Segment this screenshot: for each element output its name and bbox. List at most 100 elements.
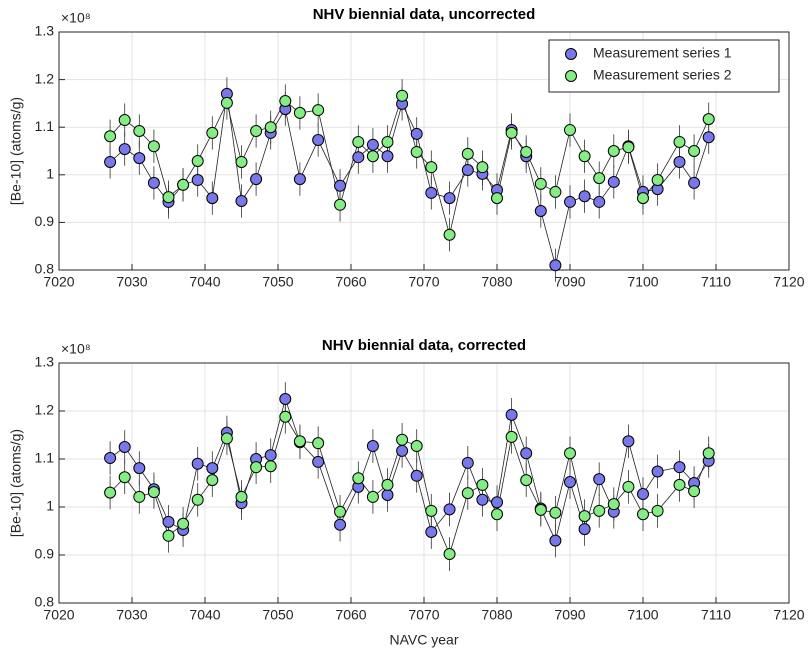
marker [702,447,715,460]
marker [578,523,591,536]
subplot: 7020 7030 7040 7050 7060 7070 7080 7090 7100 7110… [8,337,805,648]
marker [334,518,347,531]
marker [220,432,233,445]
marker [622,141,635,154]
y-axis-label: [Be-10] (atoms/g) [8,429,24,537]
marker [578,150,591,163]
marker [312,104,325,117]
y-axis-label: [Be-10] (atoms/g) [8,97,24,205]
marker [607,498,620,511]
marker [564,447,576,460]
marker [593,473,606,486]
marker [191,154,204,167]
marker [505,126,518,139]
marker [312,134,325,147]
y-tick-label: 1 [46,498,54,514]
marker [279,393,292,405]
x-tick-label: 7100 [627,274,658,290]
marker [443,503,456,516]
marker [622,480,635,493]
marker [593,195,606,208]
marker [191,174,204,187]
marker [381,489,394,501]
y-tick-label: 1 [46,166,54,182]
marker [673,478,686,491]
marker [264,460,277,473]
marker [381,478,394,491]
series-line [109,93,710,266]
marker [702,131,715,144]
marker [206,474,219,487]
marker [637,508,649,521]
marker [264,121,277,134]
marker [425,504,438,517]
marker [381,150,394,163]
marker [396,433,409,446]
x-tick-label: 7070 [408,274,439,290]
marker [564,476,576,489]
marker [352,472,365,485]
subplot: 7020 7030 7040 7050 7060 7070 7080 7090 7100 7110… [8,6,805,290]
marker [461,487,474,500]
marker [425,186,438,199]
marker [607,145,620,157]
y-tick-label: 1.1 [35,450,55,466]
marker [593,172,606,185]
x-tick-label: 7040 [189,274,220,290]
x-tick-label: 7020 [43,607,74,623]
marker [461,147,474,160]
marker [206,126,219,139]
marker [505,408,518,421]
y-tick-label: 1.3 [35,354,55,370]
marker [118,143,131,156]
marker [443,228,456,241]
marker [410,440,423,453]
legend-marker [565,70,577,82]
marker [476,478,489,491]
marker [425,525,438,538]
marker [118,441,131,453]
marker [279,410,292,423]
marker [476,161,489,174]
marker [491,496,503,509]
x-tick-label: 7030 [116,607,147,623]
marker [366,490,379,503]
marker [476,493,489,506]
marker [177,517,190,530]
series-line [109,94,710,235]
marker [133,125,146,138]
legend-marker [565,48,577,60]
marker [491,192,503,205]
marker [162,529,175,542]
x-tick-label: 7020 [43,274,74,290]
x-tick-label: 7100 [627,607,658,623]
marker [250,461,263,474]
marker [688,176,701,189]
marker [133,462,146,475]
x-tick-label: 7090 [554,274,585,290]
marker [410,127,423,140]
legend-label: Measurement series 1 [593,45,732,61]
marker [147,140,160,153]
x-tick-label: 7050 [262,607,293,623]
marker [206,192,219,205]
y-tick-label: 1.2 [35,70,55,86]
y-tick-label: 0.8 [35,594,55,610]
marker [191,493,204,506]
marker [352,135,365,148]
marker [162,191,175,204]
marker [578,510,591,523]
marker [334,198,347,211]
marker [549,534,562,547]
marker [520,447,533,460]
marker [651,504,664,517]
marker [673,135,686,148]
marker [425,161,438,174]
marker [235,194,248,207]
marker [564,195,576,208]
marker [505,430,518,443]
marker [177,178,190,191]
axes-box [58,31,790,271]
x-axis-label: NAVC year [390,632,459,648]
